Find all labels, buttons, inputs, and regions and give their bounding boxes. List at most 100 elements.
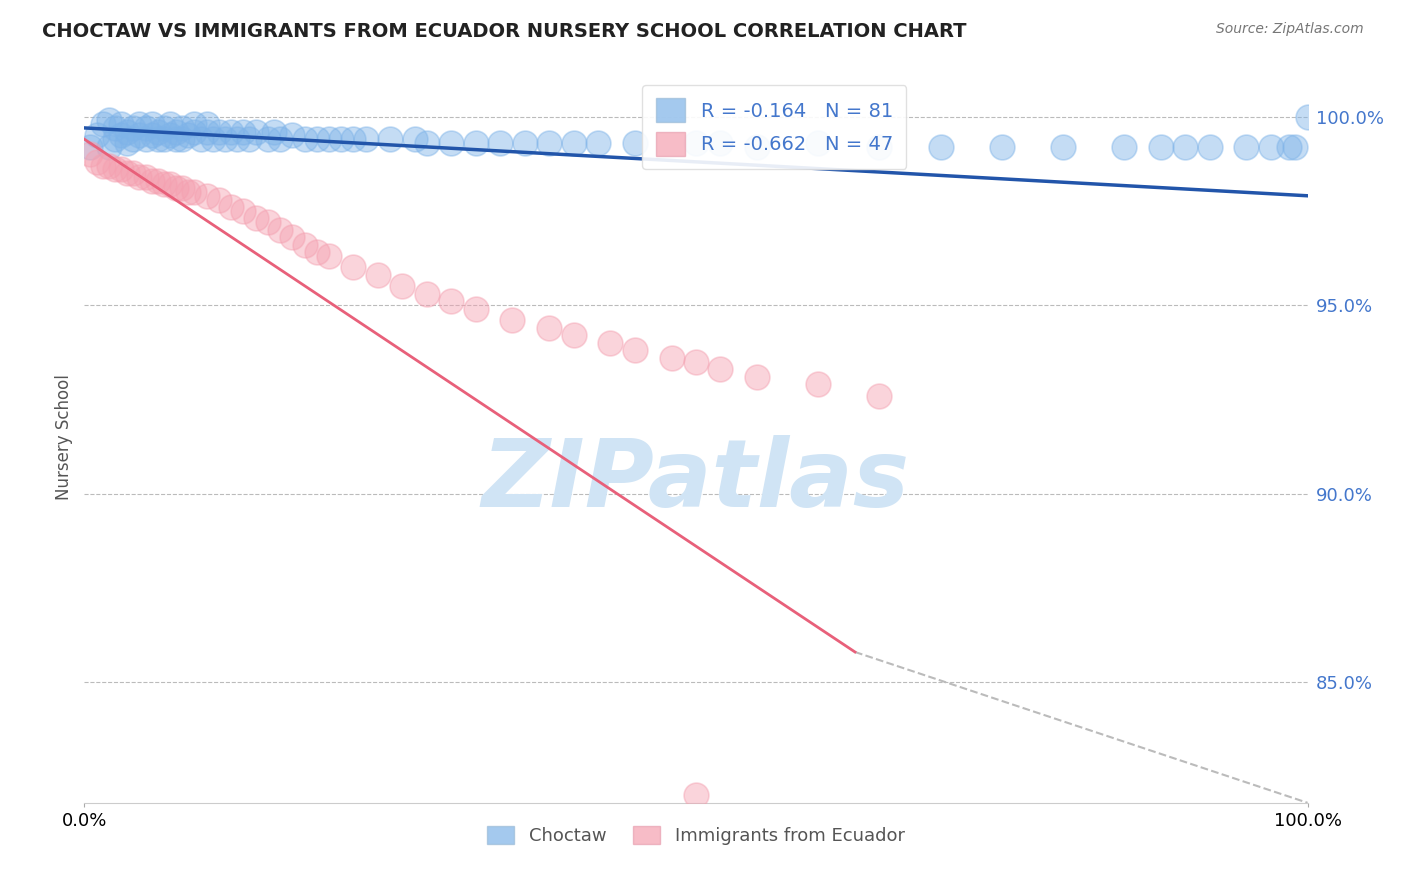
Point — [146, 174, 169, 188]
Point — [104, 132, 127, 146]
Point — [380, 132, 402, 146]
Point — [104, 120, 127, 135]
Point — [159, 178, 181, 192]
Point — [807, 377, 830, 392]
Point — [416, 286, 439, 301]
Point — [513, 136, 536, 150]
Point — [91, 117, 114, 131]
Point — [440, 294, 463, 309]
Point — [685, 136, 707, 150]
Point — [305, 132, 328, 146]
Point — [97, 159, 120, 173]
Point — [709, 362, 731, 376]
Point — [1284, 140, 1306, 154]
Point — [269, 132, 291, 146]
Point — [440, 136, 463, 150]
Point — [1260, 140, 1282, 154]
Point — [305, 245, 328, 260]
Point — [122, 132, 145, 146]
Point — [135, 169, 157, 184]
Point — [195, 117, 218, 131]
Point — [97, 140, 120, 154]
Point — [1198, 140, 1220, 154]
Point — [141, 128, 163, 143]
Point — [391, 279, 413, 293]
Point — [219, 125, 242, 139]
Point — [1174, 140, 1197, 154]
Point — [183, 125, 205, 139]
Point — [219, 200, 242, 214]
Point — [1052, 140, 1074, 154]
Point — [86, 154, 108, 169]
Point — [991, 140, 1014, 154]
Point — [747, 369, 769, 384]
Point — [1114, 140, 1136, 154]
Point — [177, 185, 200, 199]
Point — [538, 136, 561, 150]
Point — [128, 128, 150, 143]
Point — [281, 128, 304, 143]
Point — [135, 120, 157, 135]
Text: CHOCTAW VS IMMIGRANTS FROM ECUADOR NURSERY SCHOOL CORRELATION CHART: CHOCTAW VS IMMIGRANTS FROM ECUADOR NURSE… — [42, 22, 967, 41]
Point — [562, 328, 585, 343]
Point — [153, 132, 176, 146]
Point — [214, 132, 236, 146]
Point — [1236, 140, 1258, 154]
Point — [294, 237, 316, 252]
Point — [172, 120, 194, 135]
Point — [1278, 140, 1301, 154]
Point — [245, 211, 267, 226]
Point — [201, 132, 224, 146]
Point — [269, 223, 291, 237]
Point — [330, 132, 353, 146]
Point — [747, 140, 769, 154]
Point — [128, 169, 150, 184]
Point — [165, 132, 187, 146]
Point — [502, 313, 524, 327]
Point — [226, 132, 249, 146]
Point — [97, 113, 120, 128]
Point — [263, 125, 285, 139]
Point — [208, 193, 231, 207]
Point — [661, 351, 683, 365]
Point — [190, 132, 212, 146]
Point — [91, 159, 114, 173]
Legend: Choctaw, Immigrants from Ecuador: Choctaw, Immigrants from Ecuador — [479, 819, 912, 852]
Point — [624, 343, 647, 358]
Point — [146, 132, 169, 146]
Text: Source: ZipAtlas.com: Source: ZipAtlas.com — [1216, 22, 1364, 37]
Point — [110, 128, 132, 143]
Y-axis label: Nursery School: Nursery School — [55, 374, 73, 500]
Point — [79, 140, 101, 154]
Point — [489, 136, 512, 150]
Point — [929, 140, 952, 154]
Point — [195, 188, 218, 202]
Point — [294, 132, 316, 146]
Point — [183, 117, 205, 131]
Point — [79, 147, 101, 161]
Point — [115, 125, 138, 139]
Point — [586, 136, 609, 150]
Point — [86, 128, 108, 143]
Point — [685, 354, 707, 368]
Point — [208, 125, 231, 139]
Point — [869, 389, 891, 403]
Point — [624, 136, 647, 150]
Point — [342, 132, 364, 146]
Point — [177, 128, 200, 143]
Point — [416, 136, 439, 150]
Point — [104, 162, 127, 177]
Point — [281, 230, 304, 244]
Point — [183, 185, 205, 199]
Point — [245, 125, 267, 139]
Point — [709, 136, 731, 150]
Point — [367, 268, 389, 282]
Point — [464, 136, 486, 150]
Point — [153, 120, 176, 135]
Point — [135, 132, 157, 146]
Point — [128, 117, 150, 131]
Point — [141, 174, 163, 188]
Point — [159, 128, 181, 143]
Point — [807, 136, 830, 150]
Point — [1150, 140, 1173, 154]
